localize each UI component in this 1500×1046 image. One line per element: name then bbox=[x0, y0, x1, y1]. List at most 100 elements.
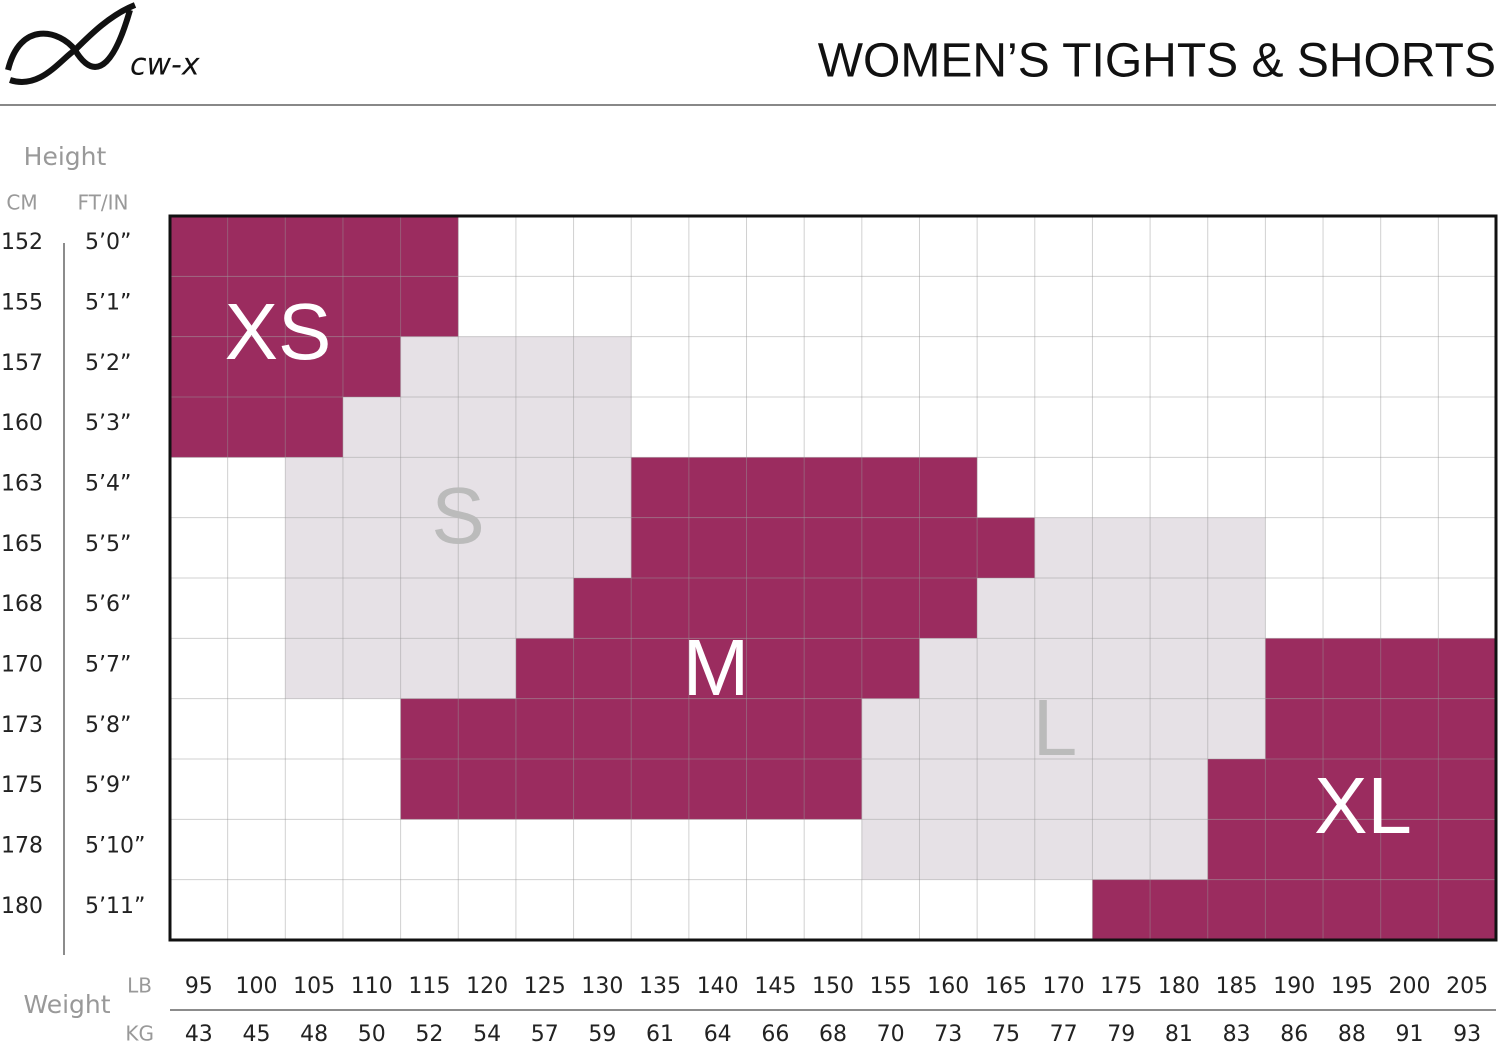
size-label: M bbox=[683, 623, 750, 712]
size-region bbox=[1092, 879, 1496, 940]
size-label: S bbox=[431, 471, 484, 560]
height-cm: 157 bbox=[1, 351, 43, 376]
grid-border bbox=[168, 214, 1498, 942]
logo-mark bbox=[5, 2, 137, 85]
size-label: L bbox=[1033, 683, 1078, 772]
lb-label: LB bbox=[127, 974, 152, 998]
size-region bbox=[1034, 517, 1266, 578]
size-region bbox=[861, 759, 1208, 820]
weight-lb: 150 bbox=[812, 974, 854, 999]
height-ftin: 5’11” bbox=[85, 894, 145, 919]
size-region bbox=[919, 638, 1266, 699]
weight-lb: 190 bbox=[1273, 974, 1315, 999]
height-cm: 155 bbox=[1, 291, 43, 316]
weight-lb: 105 bbox=[293, 974, 335, 999]
height-ftin: 5’7” bbox=[85, 653, 131, 678]
weight-lb: 200 bbox=[1389, 974, 1431, 999]
weight-kg: 91 bbox=[1396, 1022, 1424, 1046]
size-region bbox=[977, 578, 1266, 639]
size-region bbox=[400, 336, 632, 397]
weight-kg: 66 bbox=[761, 1022, 789, 1046]
height-ftin: 5’3” bbox=[85, 411, 131, 436]
weight-kg: 43 bbox=[185, 1022, 213, 1046]
height-cm: 170 bbox=[1, 653, 43, 678]
weight-lb: 120 bbox=[466, 974, 508, 999]
weight-kg: 52 bbox=[415, 1022, 443, 1046]
weight-lb: 125 bbox=[524, 974, 566, 999]
height-ftin: 5’4” bbox=[85, 472, 131, 497]
height-ftin: 5’2” bbox=[85, 351, 131, 376]
weight-kg: 88 bbox=[1338, 1022, 1366, 1046]
weight-kg: 59 bbox=[588, 1022, 616, 1046]
weight-kg: 81 bbox=[1165, 1022, 1193, 1046]
size-region bbox=[170, 216, 459, 277]
weight-lb: 195 bbox=[1331, 974, 1373, 999]
height-cm: 180 bbox=[1, 894, 43, 919]
logo-text: cw-x bbox=[130, 48, 200, 83]
size-region bbox=[170, 397, 343, 458]
weight-lb: 135 bbox=[639, 974, 681, 999]
weight-lb: 170 bbox=[1043, 974, 1085, 999]
weight-label: Weight bbox=[23, 990, 110, 1019]
size-region bbox=[400, 698, 862, 759]
size-region bbox=[573, 578, 978, 639]
weight-lb: 165 bbox=[985, 974, 1027, 999]
height-label: Height bbox=[24, 142, 107, 171]
weight-lb: 115 bbox=[408, 974, 450, 999]
weight-kg: 45 bbox=[242, 1022, 270, 1046]
grid bbox=[168, 214, 1498, 942]
weight-kg: 50 bbox=[358, 1022, 386, 1046]
size-region bbox=[170, 276, 459, 337]
size-region bbox=[285, 578, 574, 639]
kg-label: KG bbox=[125, 1022, 154, 1046]
height-ftin: 5’0” bbox=[85, 230, 131, 255]
height-ftin: 5’5” bbox=[85, 532, 131, 557]
size-region bbox=[285, 517, 632, 578]
title: WOMEN’S TIGHTS & SHORTS bbox=[818, 35, 1496, 88]
size-region bbox=[400, 759, 862, 820]
weight-kg: 70 bbox=[877, 1022, 905, 1046]
size-region bbox=[631, 457, 978, 518]
weight-lb: 95 bbox=[185, 974, 213, 999]
weight-lb: 180 bbox=[1158, 974, 1200, 999]
height-ftin: 5’6” bbox=[85, 592, 131, 617]
weight-lb: 110 bbox=[351, 974, 393, 999]
height-cm: 152 bbox=[1, 230, 43, 255]
size-region bbox=[342, 397, 632, 458]
weight-lb: 185 bbox=[1216, 974, 1258, 999]
size-region bbox=[1265, 698, 1496, 759]
height-ftin: 5’8” bbox=[85, 713, 131, 738]
height-ftin: 5’9” bbox=[85, 773, 131, 798]
weight-lb: 205 bbox=[1446, 974, 1488, 999]
weight-kg: 68 bbox=[819, 1022, 847, 1046]
size-label: XL bbox=[1314, 761, 1412, 850]
height-cm: 175 bbox=[1, 773, 43, 798]
weight-kg: 64 bbox=[704, 1022, 732, 1046]
weight-lb: 140 bbox=[697, 974, 739, 999]
size-region bbox=[861, 698, 1266, 759]
weight-kg: 73 bbox=[934, 1022, 962, 1046]
weight-lb: 160 bbox=[927, 974, 969, 999]
size-region bbox=[631, 517, 1035, 578]
weight-kg: 54 bbox=[473, 1022, 501, 1046]
weight-kg: 83 bbox=[1223, 1022, 1251, 1046]
weight-kg: 57 bbox=[531, 1022, 559, 1046]
size-region bbox=[515, 638, 920, 699]
height-cm: 163 bbox=[1, 472, 43, 497]
cm-label: CM bbox=[6, 191, 37, 215]
weight-kg: 77 bbox=[1050, 1022, 1078, 1046]
height-cm: 160 bbox=[1, 411, 43, 436]
weight-lb: 175 bbox=[1100, 974, 1142, 999]
size-region bbox=[170, 336, 401, 397]
weight-lb: 145 bbox=[754, 974, 796, 999]
height-cm: 168 bbox=[1, 592, 43, 617]
weight-kg: 48 bbox=[300, 1022, 328, 1046]
weight-kg: 79 bbox=[1107, 1022, 1135, 1046]
size-region bbox=[861, 819, 1208, 880]
height-cm: 173 bbox=[1, 713, 43, 738]
weight-kg: 93 bbox=[1453, 1022, 1481, 1046]
weight-lb: 130 bbox=[581, 974, 623, 999]
size-label: XS bbox=[225, 287, 332, 376]
ftin-label: FT/IN bbox=[78, 191, 129, 215]
